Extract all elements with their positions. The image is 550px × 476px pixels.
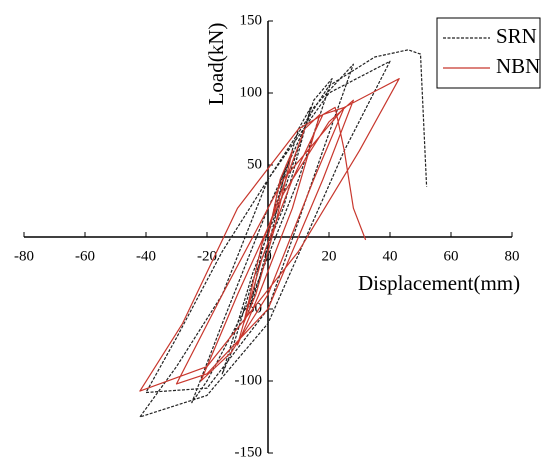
y-tick-label: -100 xyxy=(235,372,263,388)
legend-label: SRN xyxy=(496,24,537,48)
x-tick-label: -60 xyxy=(75,248,95,264)
y-tick-label: 150 xyxy=(240,12,263,28)
x-tick-label: 20 xyxy=(322,248,337,264)
series-line xyxy=(139,78,400,392)
legend-label: NBN xyxy=(496,54,540,78)
legend-box xyxy=(436,17,541,89)
x-tick-label: 80 xyxy=(505,248,520,264)
y-tick-label: 50 xyxy=(247,156,262,172)
y-tick-label: 100 xyxy=(240,84,263,100)
x-tick-label: -80 xyxy=(14,248,34,264)
x-tick-label: -40 xyxy=(136,248,156,264)
y-tick-label: -150 xyxy=(235,444,263,460)
x-tick-label: 40 xyxy=(383,248,398,264)
x-axis-label: Displacement(mm) xyxy=(358,271,520,295)
y-axis-label: Load(kN) xyxy=(204,23,228,106)
x-tick-label: 60 xyxy=(444,248,459,264)
